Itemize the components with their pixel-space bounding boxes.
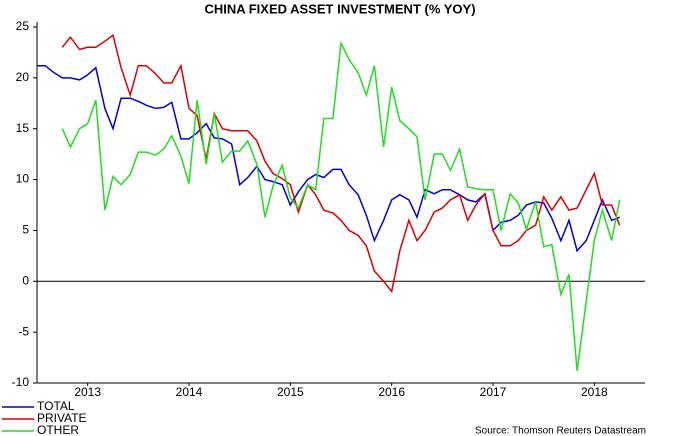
legend-label: TOTAL — [37, 399, 75, 413]
legend-label: PRIVATE — [37, 411, 87, 425]
series-line — [61, 33, 621, 294]
x-tick-label: 2018 — [581, 385, 608, 399]
y-tick-label: 25 — [16, 19, 30, 33]
x-tick-label: 2014 — [176, 385, 203, 399]
series-line — [61, 40, 621, 371]
legend-label: OTHER — [37, 423, 79, 436]
x-tick-label: 2013 — [74, 385, 101, 399]
x-tick-label: 2015 — [277, 385, 304, 399]
x-tick-label: 2016 — [378, 385, 405, 399]
y-tick-label: 15 — [16, 121, 30, 135]
y-tick-label: -5 — [18, 324, 29, 338]
chart-title: CHINA FIXED ASSET INVESTMENT (% YOY) — [204, 1, 475, 16]
x-tick-label: 2017 — [480, 385, 507, 399]
y-tick-label: -10 — [12, 375, 30, 389]
y-tick-label: 0 — [22, 273, 29, 287]
source: Source: Thomson Reuters Datastream — [475, 426, 646, 436]
y-tick-label: 10 — [16, 172, 30, 186]
y-tick-label: 20 — [16, 70, 30, 84]
y-tick-label: 5 — [22, 223, 29, 237]
series-line — [37, 64, 620, 253]
